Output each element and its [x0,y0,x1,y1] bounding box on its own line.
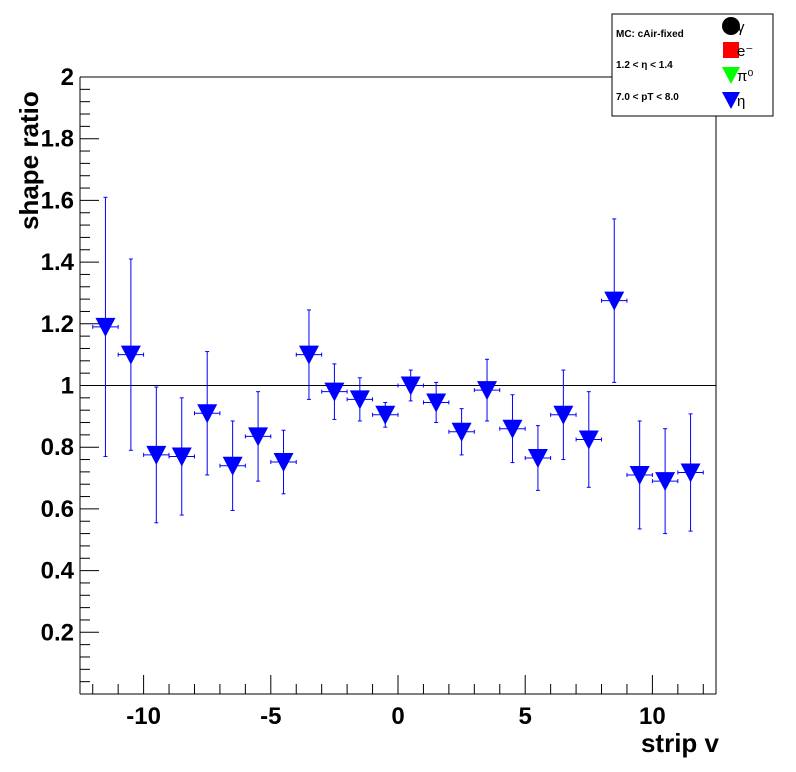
data-marker [222,456,243,476]
series-eta [92,196,704,535]
data-marker [197,404,218,424]
data-point [346,377,374,422]
data-point [143,386,170,524]
data-marker [553,405,574,425]
data-marker [578,430,599,450]
data-point [677,413,704,532]
y-tick-label: 2 [61,64,74,91]
data-marker [502,419,523,439]
y-tick-label: 0.8 [41,434,74,461]
legend-entry-label: η [737,93,745,110]
data-marker [171,447,192,467]
y-tick-label: 0.2 [41,619,74,646]
y-tick-label: 1.6 [41,187,74,214]
data-marker [629,465,650,485]
y-tick-label: 0.6 [41,496,74,523]
axes: 0.2 0.4 0.6 0.8 1 1.2 1.4 1.6 1.8 2 -10 -5 0 5 10 [41,64,704,730]
x-axis-title: strip v [641,728,720,758]
plot-frame [79,76,717,695]
y-tick-label: 0.4 [41,558,75,585]
data-marker [451,422,472,442]
y-tick-label: 1.8 [41,126,74,153]
data-marker [477,381,498,401]
data-point [473,358,501,422]
legend-marker-circle [722,17,740,35]
x-tick-label: -10 [126,703,161,730]
data-point [194,351,221,476]
data-point [524,425,552,491]
legend-entry-label: π⁰ [737,68,753,85]
data-marker [680,463,701,483]
data-point [219,420,246,511]
data-marker [324,382,345,402]
legend-entry-label: γ [737,19,745,36]
y-tick-label: 1 [61,373,74,400]
data-points [92,196,704,535]
data-marker [400,376,421,396]
y-tick-label: 1.4 [41,249,75,276]
x-tick-label: 5 [519,703,532,730]
x-tick-label: 0 [391,703,404,730]
data-point [92,196,119,457]
data-point [651,428,679,535]
legend: MC: cAir-fixed 1.2 < η < 1.4 7.0 < pT < 8.… [611,13,774,117]
data-point [117,258,145,451]
data-marker [298,345,319,365]
data-marker [146,445,167,465]
data-point [397,369,424,402]
legend-box [611,13,774,117]
data-marker [426,393,447,413]
data-point [244,391,272,482]
data-point [321,363,348,420]
data-marker [248,427,269,447]
data-point [372,401,399,428]
x-tick-label: -5 [260,703,281,730]
legend-marker-square [723,42,739,58]
data-point [422,381,450,424]
legend-info-line: 1.2 < η < 1.4 [616,60,673,71]
data-point [575,391,602,488]
data-marker [120,345,141,365]
y-axis-title: shape ratio [14,91,44,230]
legend-entry-label: e⁻ [737,43,753,60]
legend-marker-triangle [722,67,740,84]
data-point [270,429,297,495]
data-point [626,420,653,530]
data-marker [375,405,396,425]
data-point [499,394,526,464]
data-point [550,369,577,461]
data-marker [655,472,676,492]
legend-info-line: 7.0 < pT < 8.0 [616,92,679,103]
data-marker [273,453,294,473]
x-tick-label: 10 [639,703,666,730]
data-point [601,218,628,383]
data-point [168,397,195,516]
data-marker [527,448,548,468]
data-point [448,408,475,456]
legend-marker-triangle [722,92,740,109]
legend-info-line: MC: cAir-fixed [616,29,684,40]
data-marker [95,317,116,337]
data-marker [604,291,625,311]
data-point [295,309,323,400]
y-tick-label: 1.2 [41,311,74,338]
data-marker [349,390,370,410]
